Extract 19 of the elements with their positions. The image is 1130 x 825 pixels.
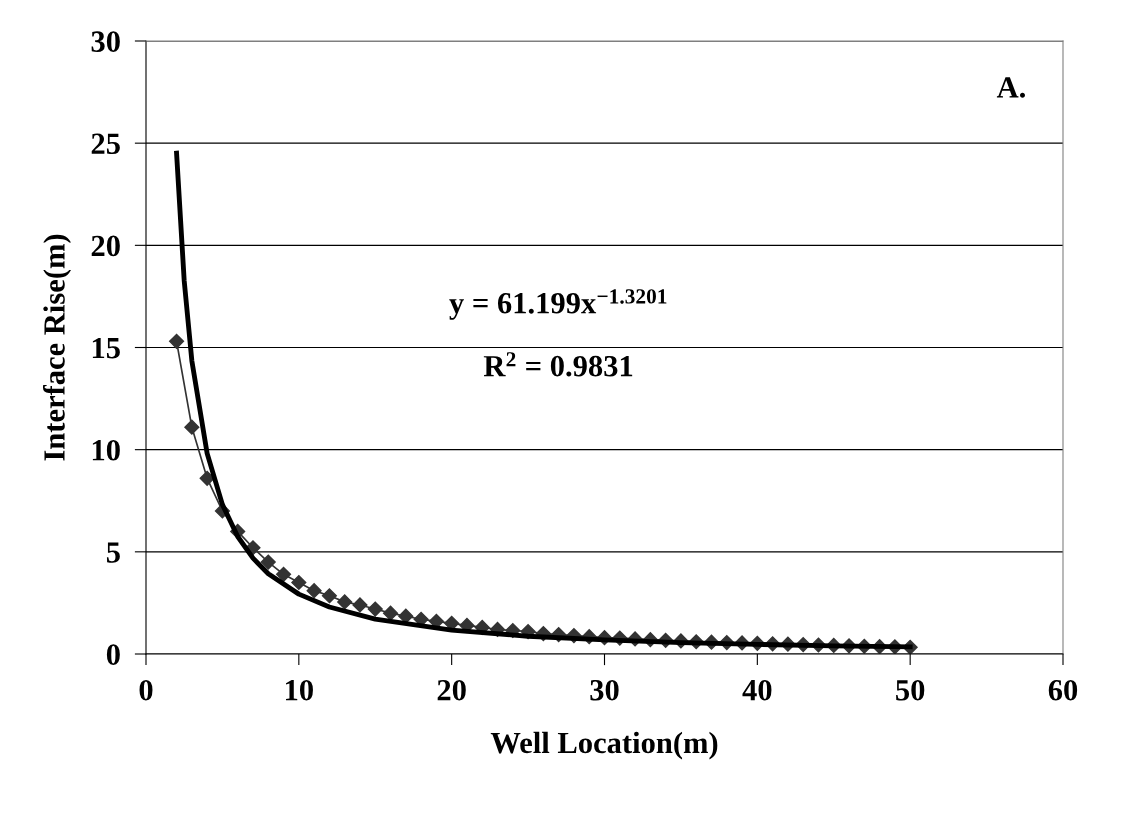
annotation: R$^{2}$ = 0.9831 (483, 352, 633, 377)
y-tick-label: 20 (91, 235, 120, 257)
x-axis-title: Well Location(m) (490, 731, 718, 760)
x-tick-label: 0 (139, 679, 153, 701)
y-tick-label: 15 (92, 337, 120, 359)
x-tick-label: 40 (742, 679, 772, 701)
y-tick-label: 0 (106, 644, 120, 665)
y-tick-label: 30 (91, 31, 120, 52)
x-tick-label: 20 (437, 679, 466, 701)
y-axis-title: Interface Rise(m) (42, 234, 71, 461)
x-tick-label: 60 (1048, 679, 1078, 701)
annotation: y = 61.199x$^{−1.3201}$ (449, 289, 667, 320)
y-tick-label: 10 (92, 439, 120, 461)
annotation: A. (996, 77, 1025, 98)
y-tick-label: 25 (91, 133, 120, 155)
y-tick-label: 5 (106, 542, 120, 563)
x-tick-label: 10 (286, 679, 313, 701)
x-tick-label: 30 (590, 679, 619, 701)
x-tick-label: 50 (896, 679, 925, 701)
